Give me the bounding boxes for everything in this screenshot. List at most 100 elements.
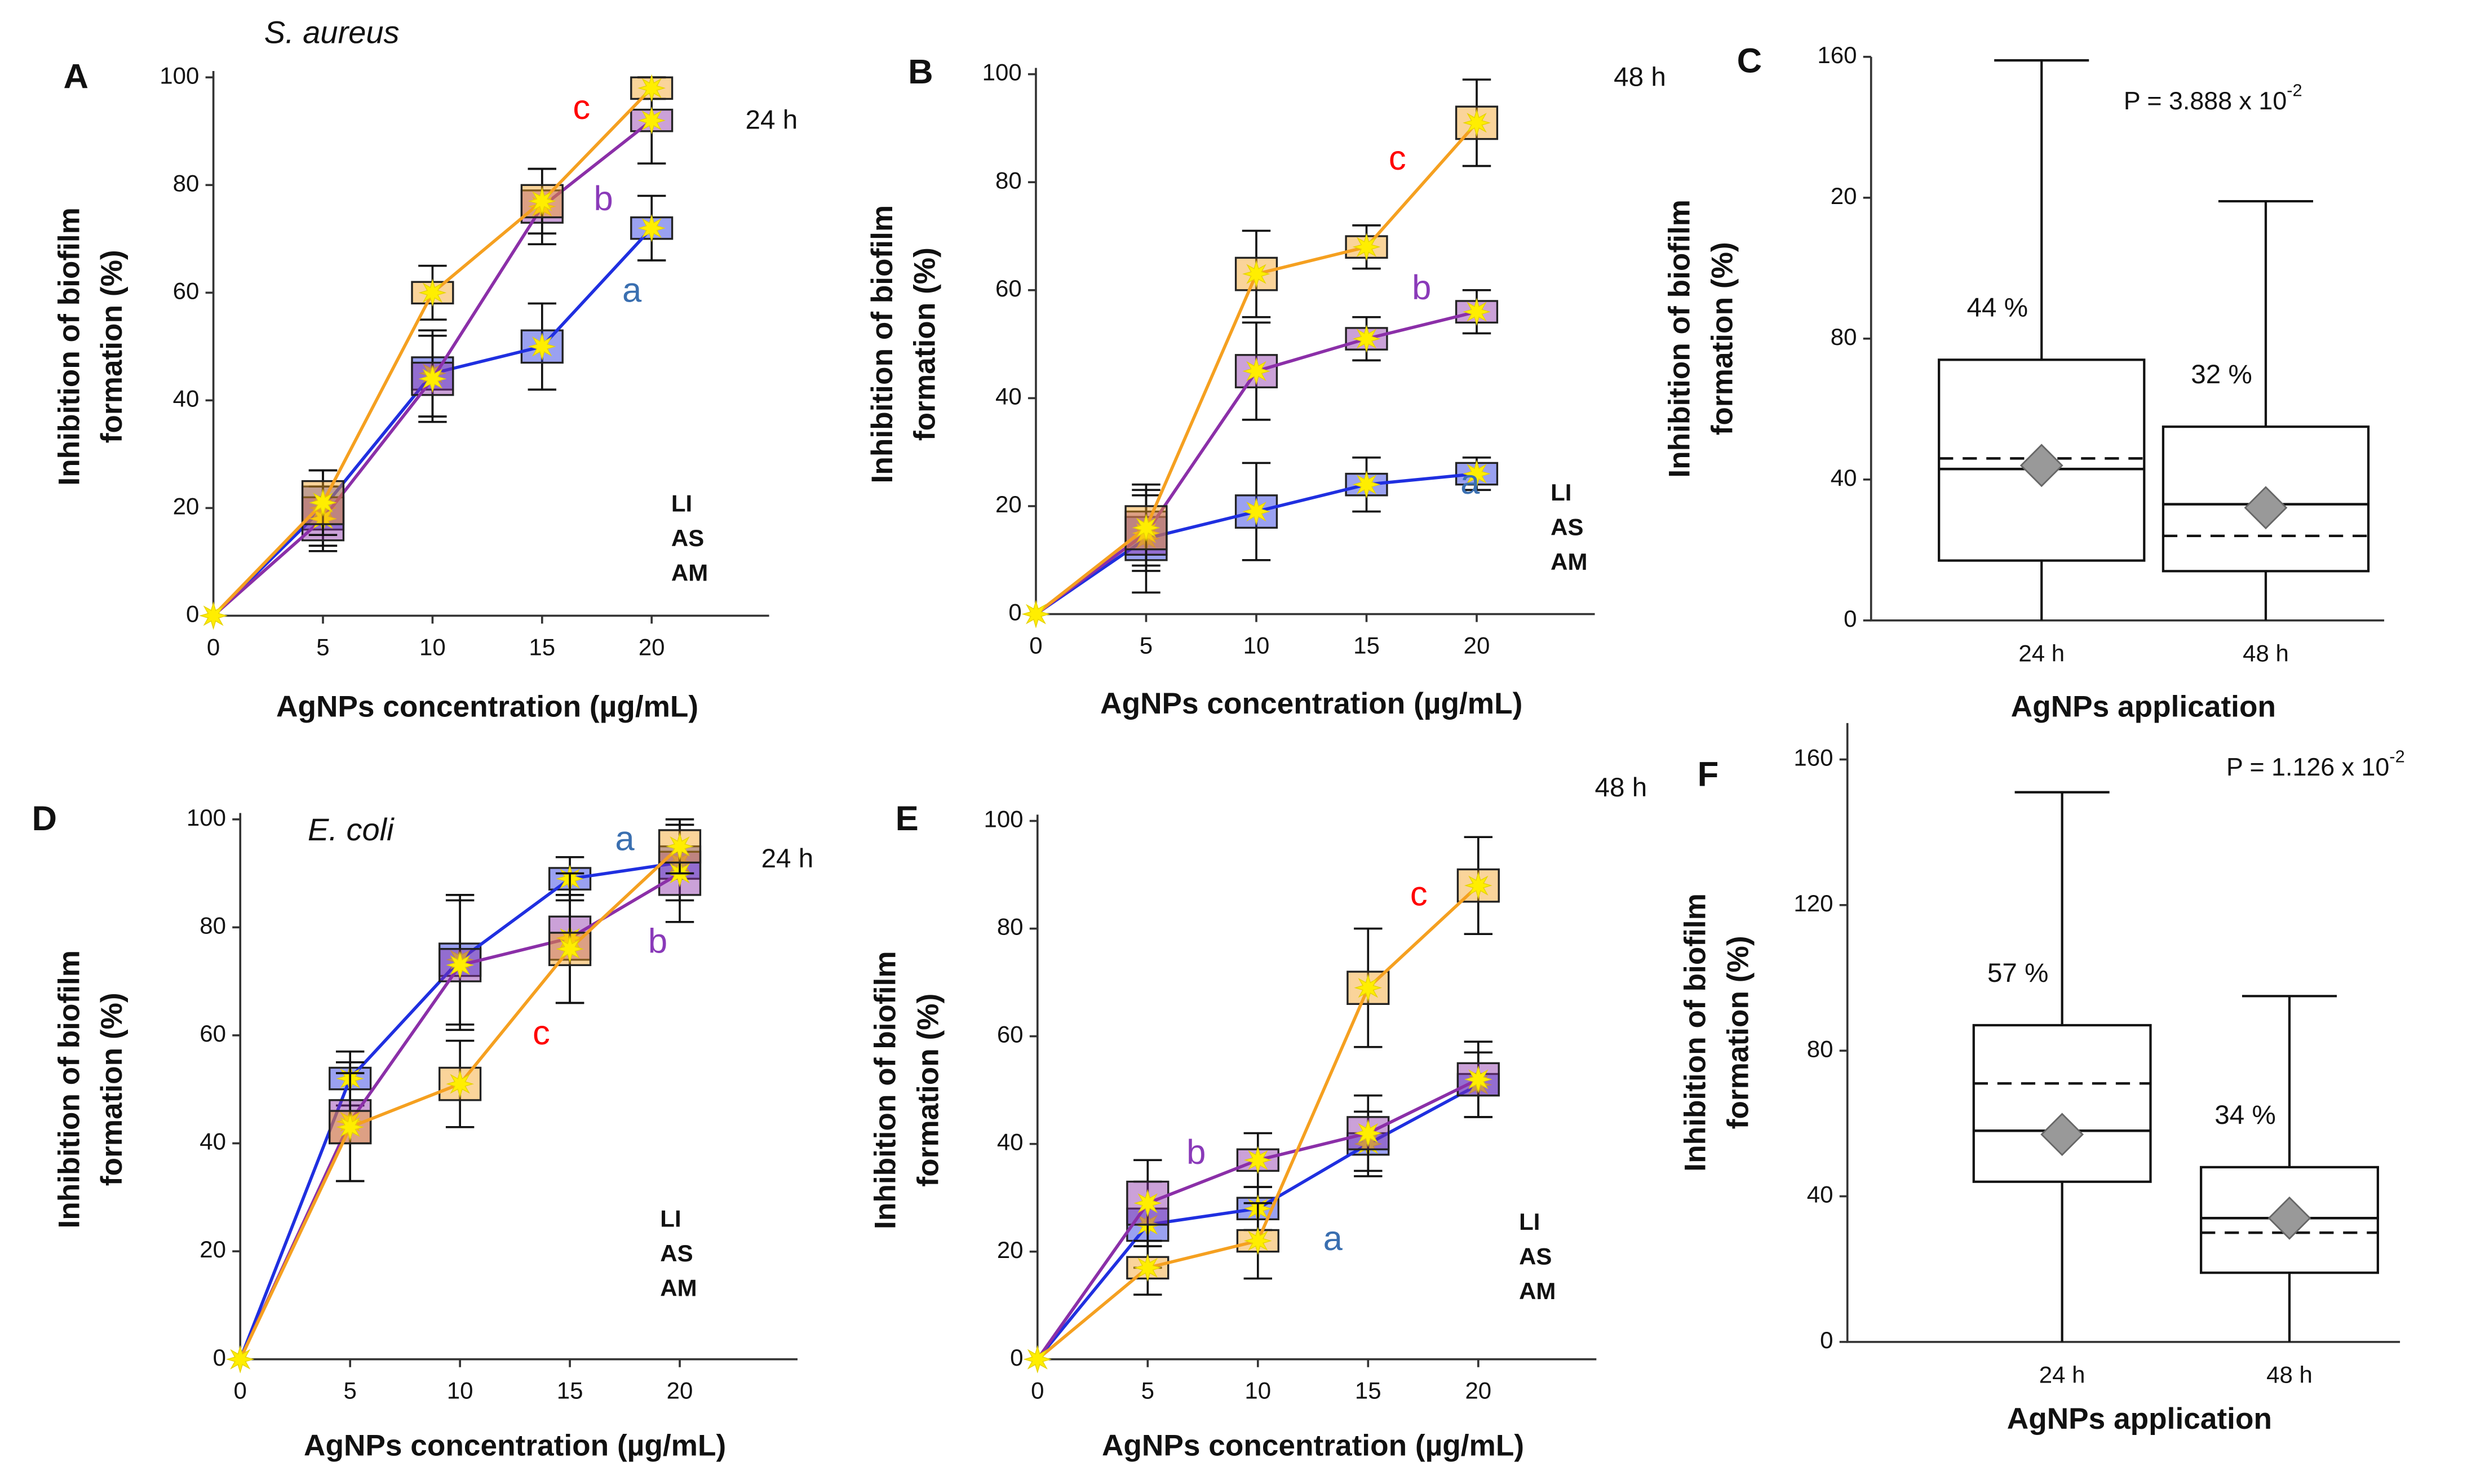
y-axis-label: formation (%) [1706,242,1739,435]
legend-entry: LI [1519,1208,1540,1235]
value-label: 34 % [2214,1100,2276,1130]
x-axis-label: AgNPs application [2011,690,2276,724]
annotation: b [1412,268,1431,307]
x-axis-label: AgNPs concentration (µg/mL) [1102,1429,1524,1463]
y-tick-label: 40 [173,385,200,411]
annotation: a [1323,1219,1343,1258]
x-tick-label: 0 [234,1377,247,1404]
point-marker [1022,600,1050,628]
y-tick-label: 20 [173,493,200,519]
y-axis-label: Inhibition of biofilm [53,950,86,1229]
time-label: 24 h [761,844,814,874]
x-tick-label: 10 [1243,632,1270,659]
annotation: c [573,88,590,127]
point-marker [1242,497,1270,526]
legend-entry: LI [671,490,692,516]
y-axis-label: formation (%) [1721,936,1755,1129]
value-label: 44 % [1967,293,2028,322]
point-marker [1243,1146,1272,1175]
y-tick-label: 80 [200,912,226,938]
x-tick-label: 24 h [2018,640,2065,667]
point-marker [637,214,666,242]
mean-marker [2244,486,2288,530]
mean-marker [2040,1113,2084,1157]
point-marker [199,601,228,630]
x-tick-label: 0 [1031,1377,1044,1404]
annotation: b [648,922,667,960]
annotation: c [1389,139,1406,178]
y-tick-label: 100 [984,806,1023,832]
point-marker [1354,1119,1383,1148]
axes [1035,68,1595,615]
y-tick-label: 100 [982,59,1022,86]
annotation: a [622,271,642,310]
y-axis-label: formation (%) [909,247,942,441]
point-marker [1243,1226,1272,1255]
point-marker [309,488,337,517]
point-marker [1464,1065,1492,1093]
point-marker [1464,871,1492,900]
panel-letter: A [64,57,88,96]
x-tick-label: 5 [344,1377,357,1404]
y-tick-label: 120 [1793,890,1833,916]
y-tick-label: 0 [1820,1327,1833,1353]
annotation: a [1460,463,1480,502]
y-tick-label: 0 [186,601,199,627]
point-marker [446,951,475,980]
point-marker [1352,325,1381,353]
y-tick-label: 160 [1817,42,1857,68]
y-tick-label: 40 [200,1128,226,1155]
y-tick-label: 100 [160,62,199,88]
point-marker [226,1345,255,1374]
y-axis-label: formation (%) [95,993,129,1186]
x-tick-label: 5 [1141,1377,1154,1404]
y-tick-label: 40 [995,383,1022,410]
y-tick-label: 20 [995,491,1022,517]
time-label: 48 h [1614,63,1666,92]
x-tick-label: 15 [529,634,555,660]
point-marker [1133,1253,1162,1282]
point-marker [336,1113,365,1141]
y-axis-label: Inhibition of biofilm [1663,200,1697,478]
point-marker [1023,1345,1052,1374]
y-tick-label: 20 [200,1236,226,1262]
point-marker [1352,233,1381,261]
y-tick-label: 60 [995,275,1022,302]
y-tick-label: 80 [995,167,1022,193]
point-marker [446,1070,474,1098]
y-tick-label: 20 [1831,183,1857,209]
box [1972,1024,2152,1183]
panel-letter: B [908,52,933,91]
series-line [1036,884,1480,1361]
x-axis-label: AgNPs application [2007,1402,2272,1436]
p-value-exp: -2 [2389,747,2404,767]
x-tick-label: 20 [639,634,665,660]
y-tick-label: 0 [1010,1344,1023,1371]
organism: S. aureus [264,14,400,50]
y-tick-label: 60 [997,1021,1024,1048]
y-axis-label: formation (%) [95,250,129,443]
y-axis-label: Inhibition of biofilm [869,951,902,1229]
x-tick-label: 10 [419,634,446,660]
y-tick-label: 80 [1831,324,1857,350]
x-tick-label: 15 [557,1377,583,1404]
x-tick-label: 15 [1353,632,1380,659]
annotation: a [615,819,635,858]
y-tick-label: 40 [1831,464,1857,491]
point-marker [1352,470,1381,499]
point-marker [1242,357,1270,386]
point-marker [528,187,556,215]
x-tick-label: 15 [1355,1377,1381,1404]
x-tick-label: 20 [1465,1377,1491,1404]
x-tick-label: 48 h [2243,640,2289,667]
x-tick-label: 5 [1140,632,1153,659]
x-tick-label: 48 h [2266,1362,2313,1388]
y-tick-label: 160 [1793,745,1833,771]
p-value-exp: -2 [2287,81,2302,100]
point-marker [1354,973,1383,1002]
y-tick-label: 60 [173,277,200,304]
annotation: b [1186,1133,1206,1172]
legend-entry: AS [660,1240,693,1266]
panel-letter: F [1698,755,1719,794]
